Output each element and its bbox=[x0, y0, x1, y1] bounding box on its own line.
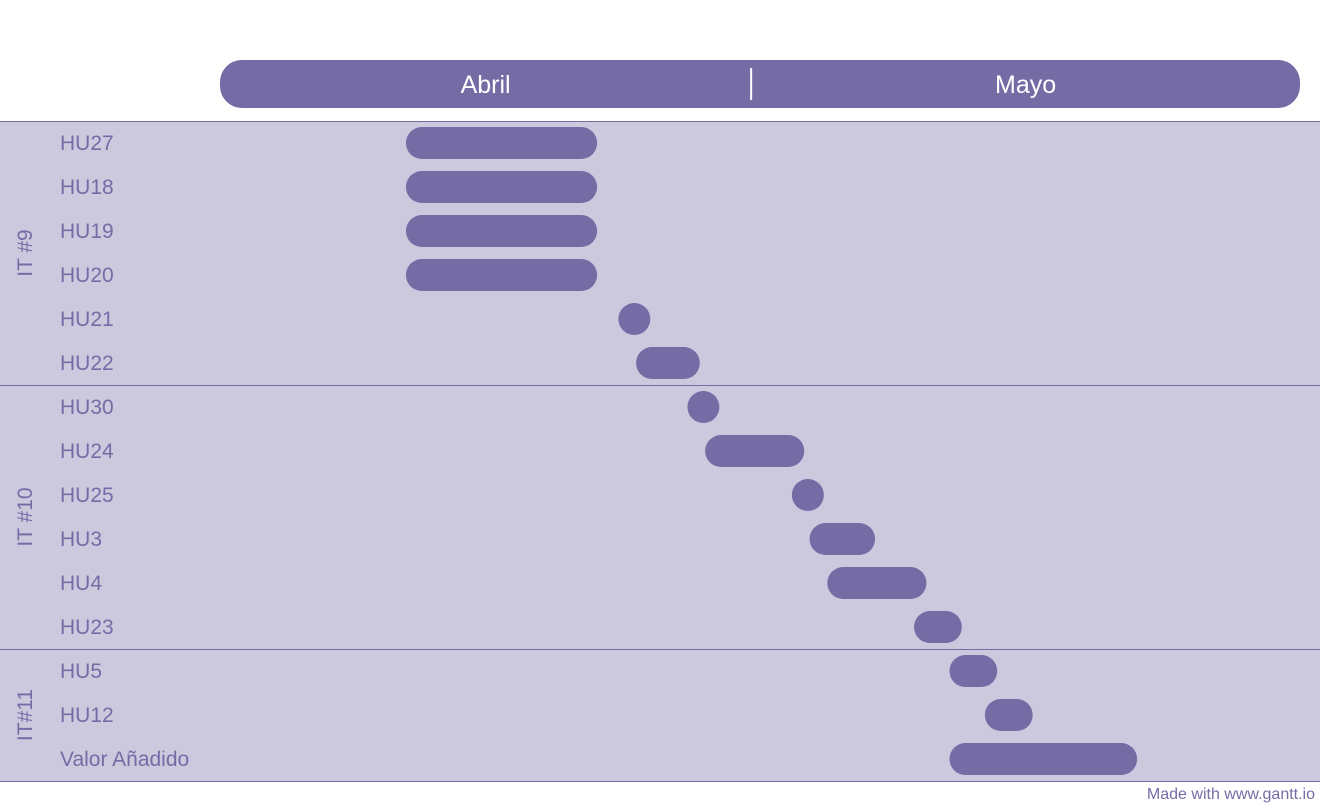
group-backgrounds bbox=[0, 121, 1320, 782]
task-label: HU5 bbox=[60, 660, 102, 683]
month-label-0: Abril bbox=[461, 71, 511, 99]
footer-credit[interactable]: Made with www.gantt.io bbox=[1147, 786, 1315, 803]
task-label: HU21 bbox=[60, 308, 114, 331]
task-bar[interactable] bbox=[791, 479, 824, 511]
group-label-1: IT #10 bbox=[14, 487, 37, 546]
row-labels: IT #9 HU27 HU18 HU19 HU20 HU21 HU22 IT #10 HU30 H… bbox=[14, 132, 189, 771]
task-bars bbox=[405, 127, 1138, 775]
task-label: HU3 bbox=[60, 528, 102, 551]
task-bar[interactable] bbox=[405, 127, 598, 159]
task-label: HU22 bbox=[60, 352, 114, 375]
month-header: Abril Mayo bbox=[220, 60, 1300, 108]
task-label: HU25 bbox=[60, 484, 114, 507]
task-bar[interactable] bbox=[949, 655, 998, 687]
task-bar[interactable] bbox=[405, 171, 598, 203]
task-bar[interactable] bbox=[914, 611, 962, 643]
group-label-2: IT#11 bbox=[14, 689, 37, 741]
task-bar[interactable] bbox=[809, 523, 876, 555]
task-bar[interactable] bbox=[949, 743, 1138, 775]
task-bar[interactable] bbox=[618, 303, 651, 335]
task-bar[interactable] bbox=[687, 391, 720, 423]
task-label: HU19 bbox=[60, 220, 114, 243]
task-label: HU24 bbox=[60, 440, 114, 463]
group-label-0: IT #9 bbox=[14, 229, 37, 276]
task-bar[interactable] bbox=[705, 435, 805, 467]
task-bar[interactable] bbox=[405, 215, 598, 247]
task-label: HU4 bbox=[60, 572, 102, 595]
task-bar[interactable] bbox=[636, 347, 700, 379]
task-label: Valor Añadido bbox=[60, 748, 189, 771]
month-header-bar bbox=[220, 60, 1300, 108]
group-background-0 bbox=[0, 121, 1320, 385]
task-label: HU27 bbox=[60, 132, 114, 155]
task-label: HU18 bbox=[60, 176, 114, 199]
task-bar[interactable] bbox=[827, 567, 927, 599]
task-bar[interactable] bbox=[405, 259, 598, 291]
month-label-1: Mayo bbox=[995, 71, 1056, 99]
task-label: HU23 bbox=[60, 616, 114, 639]
group-background-1 bbox=[0, 385, 1320, 649]
task-label: HU30 bbox=[60, 396, 114, 419]
task-label: HU20 bbox=[60, 264, 114, 287]
task-label: HU12 bbox=[60, 704, 114, 727]
task-bar[interactable] bbox=[984, 699, 1033, 731]
